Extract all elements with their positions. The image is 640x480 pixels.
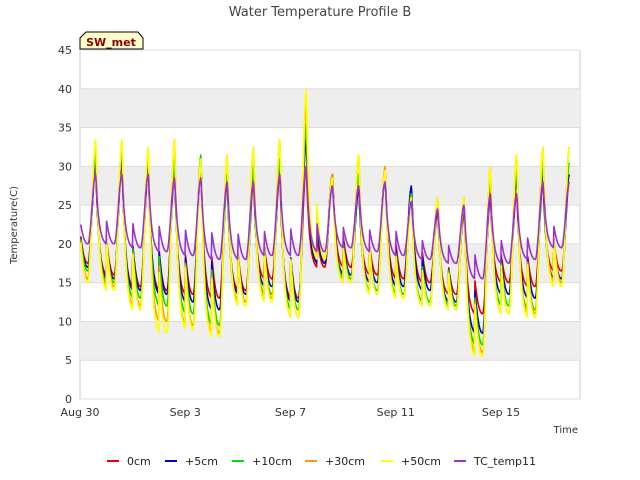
grid-band	[80, 321, 580, 361]
badge-label: SW_met	[86, 36, 136, 49]
legend: 0cm +5cm +10cm +30cm +50cm TC_temp11	[107, 455, 536, 468]
y-tick-label: 40	[58, 83, 72, 96]
x-tick-label: Sep 15	[482, 406, 520, 419]
legend-item: +5cm	[165, 455, 218, 468]
y-tick-label: 0	[65, 393, 72, 406]
x-tick-label: Sep 3	[170, 406, 201, 419]
legend-label: +5cm	[185, 455, 218, 468]
legend-label: +30cm	[325, 455, 365, 468]
series-layer	[80, 88, 570, 358]
series-line-tc-temp11	[80, 165, 570, 280]
legend-item: TC_temp11	[454, 455, 536, 468]
x-axis-label: Time	[553, 425, 578, 436]
legend-item: +30cm	[305, 455, 365, 468]
legend-label: TC_temp11	[473, 455, 536, 468]
station-badge: SW_met	[79, 31, 144, 50]
x-tick-label: Sep 7	[275, 406, 306, 419]
plot-background	[79, 49, 581, 400]
y-tick-label: 10	[58, 315, 72, 328]
x-tick-labels: Aug 30 Sep 3 Sep 7 Sep 11 Sep 15	[61, 406, 521, 419]
chart-title: Water Temperature Profile B	[229, 5, 412, 20]
x-tick-label: Aug 30	[61, 406, 100, 419]
legend-label: +50cm	[401, 455, 441, 468]
legend-item: +10cm	[232, 455, 292, 468]
y-tick-label: 25	[58, 199, 72, 212]
legend-label: +10cm	[252, 455, 292, 468]
y-tick-label: 45	[58, 44, 72, 57]
legend-item: +50cm	[381, 455, 441, 468]
y-tick-labels: 0 5 10 15 20 25 30 35 40 45	[58, 44, 72, 406]
legend-label: 0cm	[127, 455, 151, 468]
badge-shape	[79, 31, 144, 50]
y-tick-label: 5	[65, 354, 72, 367]
legend-item: 0cm	[107, 455, 151, 468]
y-tick-label: 20	[58, 238, 72, 251]
y-tick-label: 35	[58, 122, 72, 135]
y-tick-label: 15	[58, 277, 72, 290]
y-tick-label: 30	[58, 160, 72, 173]
x-tick-label: Sep 11	[377, 406, 415, 419]
y-axis-label: Temperature(C)	[9, 186, 20, 265]
grid-band	[80, 88, 580, 128]
